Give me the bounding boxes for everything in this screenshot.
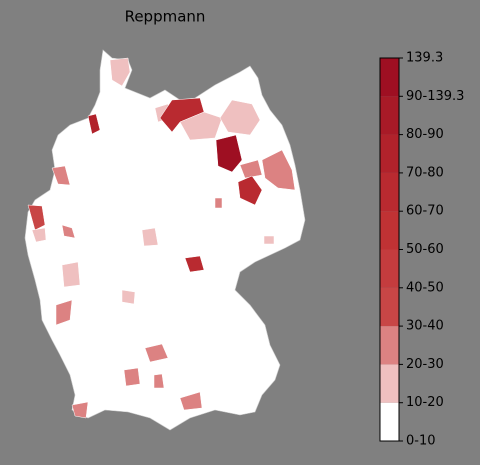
colorbar-label: 0-10 [406, 434, 436, 449]
colorbar-label: 70-80 [406, 165, 444, 180]
region [61, 261, 81, 288]
colorbar-label: 139.3 [406, 51, 443, 66]
region [153, 373, 165, 389]
region [27, 204, 46, 231]
colorbar-segment [380, 402, 399, 441]
colorbar-label: 50-60 [406, 242, 444, 257]
colorbar-label: 80-90 [406, 127, 444, 142]
colorbar-label: 90-139.3 [406, 89, 464, 104]
region [261, 149, 296, 191]
region [179, 391, 203, 411]
colorbar-label: 30-40 [406, 319, 444, 334]
colorbar-segment [380, 211, 399, 250]
colorbar: 0-10 10-20 20-30 30-40 40-50 50-60 60-70 70-80 8… [379, 51, 464, 449]
colorbar-label: 20-30 [406, 357, 444, 372]
region [121, 289, 136, 305]
region [51, 165, 71, 186]
colorbar-segment [380, 172, 399, 212]
region [184, 255, 205, 273]
region [141, 227, 159, 247]
region [214, 197, 223, 209]
region [61, 224, 76, 239]
region [71, 401, 89, 419]
colorbar-segment [380, 287, 399, 327]
region [215, 134, 243, 173]
colorbar-segment [380, 249, 399, 288]
colorbar-label: 10-20 [406, 395, 444, 410]
region [219, 99, 261, 136]
colorbar-segment [380, 326, 399, 365]
region [263, 235, 275, 245]
map-title: Reppmann [125, 8, 206, 26]
region [87, 113, 101, 135]
colorbar-label: 60-70 [406, 204, 444, 219]
region [237, 175, 263, 206]
region [55, 299, 73, 326]
colorbar-segment [380, 96, 399, 135]
region [31, 227, 47, 243]
colorbar-label: 40-50 [406, 280, 444, 295]
colorbar-segment [380, 58, 399, 97]
colorbar-segment [380, 134, 399, 173]
region [144, 343, 169, 363]
region [109, 57, 131, 87]
region [239, 159, 263, 179]
region [179, 111, 223, 141]
germany-map [24, 49, 306, 431]
colorbar-segment [380, 364, 399, 403]
region [123, 367, 141, 387]
regions [27, 57, 296, 419]
